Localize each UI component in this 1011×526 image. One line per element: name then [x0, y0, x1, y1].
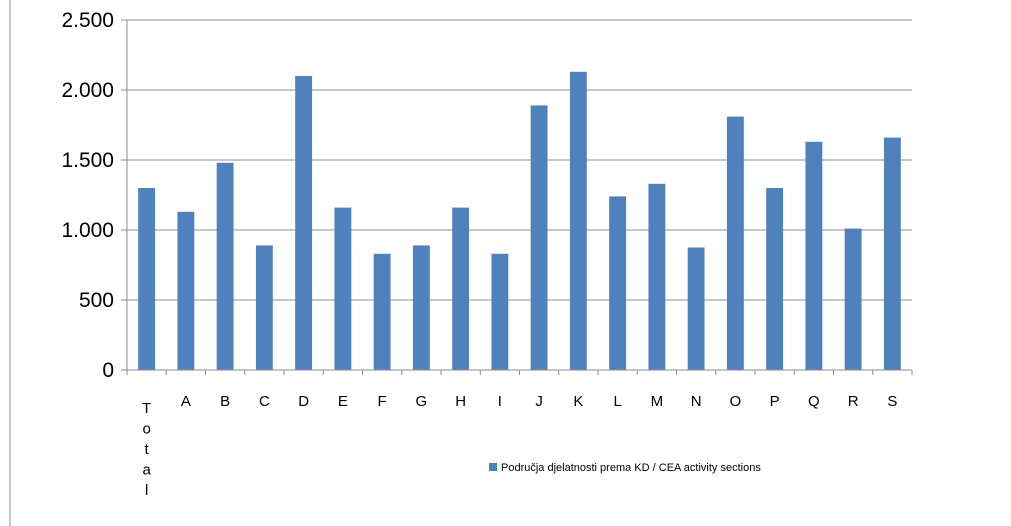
bar	[766, 188, 784, 370]
bar	[687, 247, 705, 370]
bar	[295, 76, 313, 370]
bar	[883, 137, 901, 370]
x-tick-label: H	[455, 393, 466, 410]
bar	[177, 211, 195, 370]
bar	[805, 141, 823, 370]
x-tick-label: K	[573, 393, 583, 410]
x-tick-label: C	[259, 393, 270, 410]
legend-swatch	[489, 463, 497, 471]
bar	[844, 228, 862, 370]
y-tick-label: 0	[102, 359, 114, 382]
x-tick-label: E	[338, 393, 348, 410]
y-tick-label: 2.500	[61, 9, 114, 32]
bar	[648, 183, 666, 370]
bar	[412, 245, 430, 370]
y-tick-label: 2.000	[61, 79, 114, 102]
x-tick-label: D	[298, 393, 309, 410]
bar	[569, 71, 587, 371]
y-tick-label: 500	[79, 289, 114, 312]
bar	[255, 245, 273, 370]
bar	[726, 116, 744, 370]
y-tick-label: 1.500	[61, 149, 114, 172]
bar	[530, 105, 548, 371]
x-tick-label: L	[613, 393, 621, 410]
bar	[373, 253, 391, 370]
gridlines	[127, 19, 912, 371]
x-tick-label: A	[181, 393, 191, 410]
bar	[138, 188, 156, 370]
y-tick-label: 1.000	[61, 219, 114, 242]
bars	[138, 71, 901, 371]
x-tick-label: G	[416, 393, 428, 410]
x-tick-label: P	[770, 393, 780, 410]
x-tick-label: O	[730, 393, 742, 410]
bar	[609, 196, 627, 370]
x-tick-label: Q	[808, 393, 820, 410]
x-tick-label: R	[848, 393, 859, 410]
x-tick-label: J	[535, 393, 543, 410]
bar	[452, 207, 470, 370]
bar	[334, 207, 352, 370]
bar	[216, 162, 234, 370]
y-axis: 0 500 1.000 1.500 2.000 2.500	[61, 9, 128, 382]
x-tick-label: S	[887, 393, 897, 410]
x-tick-label: N	[691, 393, 702, 410]
x-tick-label: B	[220, 393, 230, 410]
x-tick-label: I	[498, 393, 502, 410]
x-tick-label: F	[378, 393, 387, 410]
legend-label: Područja djelatnosti prema KD / CEA acti…	[501, 462, 761, 474]
legend: Područja djelatnosti prema KD / CEA acti…	[489, 462, 761, 474]
bar	[491, 253, 509, 370]
x-tick-label: M	[651, 393, 664, 410]
